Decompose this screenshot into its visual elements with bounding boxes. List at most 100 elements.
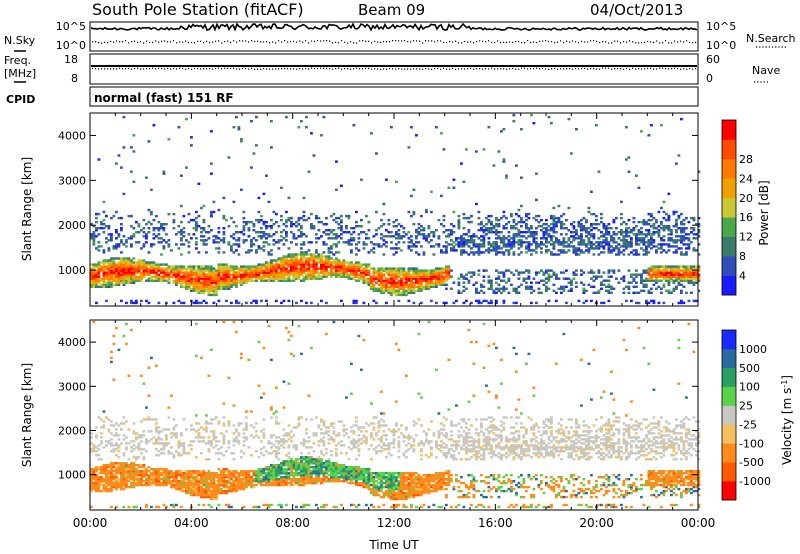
heatmap-cell bbox=[415, 273, 418, 276]
heatmap-cell bbox=[577, 241, 581, 244]
heatmap-cell bbox=[347, 261, 351, 264]
heatmap-cell bbox=[207, 287, 211, 291]
heatmap-cell bbox=[282, 275, 286, 278]
heatmap-cell bbox=[185, 271, 188, 274]
heatmap-cell bbox=[330, 269, 333, 272]
heatmap-cell bbox=[117, 275, 121, 278]
heatmap-cell bbox=[612, 218, 616, 222]
heatmap-cell bbox=[562, 245, 566, 248]
heatmap-cell bbox=[492, 245, 496, 248]
nave-point bbox=[257, 68, 259, 70]
heatmap-cell bbox=[215, 289, 218, 293]
heatmap-cell bbox=[302, 279, 306, 282]
heatmap-cell bbox=[375, 210, 378, 214]
heatmap-cell bbox=[630, 241, 633, 244]
heatmap-cell bbox=[227, 243, 231, 246]
heatmap-cell bbox=[147, 261, 151, 264]
heatmap-cell bbox=[207, 271, 211, 274]
heatmap-cell bbox=[667, 267, 671, 270]
heatmap-cell bbox=[180, 231, 183, 234]
heatmap-cell bbox=[477, 291, 481, 295]
nave-point bbox=[317, 68, 319, 70]
heatmap-cell bbox=[517, 239, 521, 242]
heatmap-cell bbox=[172, 454, 176, 457]
heatmap-cell bbox=[285, 231, 288, 234]
heatmap-cell bbox=[92, 241, 96, 244]
heatmap-cell bbox=[417, 275, 421, 278]
heatmap-cell bbox=[607, 285, 611, 289]
heatmap-cell bbox=[152, 271, 156, 274]
heatmap-cell bbox=[667, 239, 671, 242]
heatmap-cell bbox=[332, 271, 336, 274]
heatmap-cell bbox=[532, 241, 536, 244]
heatmap-cell bbox=[210, 269, 213, 272]
heatmap-cell bbox=[645, 271, 648, 274]
heatmap-cell bbox=[282, 279, 286, 282]
heatmap-cell bbox=[107, 440, 111, 443]
heatmap-cell bbox=[572, 235, 576, 238]
heatmap-cell bbox=[452, 178, 456, 181]
heatmap-cell bbox=[130, 279, 133, 282]
heatmap-cell bbox=[207, 267, 211, 270]
heatmap-cell bbox=[167, 212, 171, 216]
heatmap-cell bbox=[415, 279, 418, 282]
heatmap-cell bbox=[610, 291, 613, 295]
heatmap-cell bbox=[95, 470, 98, 473]
heatmap-cell bbox=[167, 265, 171, 268]
heatmap-cell bbox=[255, 249, 258, 252]
nsearch-point bbox=[434, 41, 436, 43]
nsearch-point bbox=[647, 40, 649, 43]
heatmap-cell bbox=[575, 233, 578, 236]
nsearch-point bbox=[203, 42, 205, 44]
heatmap-cell bbox=[340, 227, 343, 230]
heatmap-cell bbox=[207, 273, 211, 276]
heatmap-cell bbox=[677, 154, 681, 157]
heatmap-cell bbox=[135, 261, 138, 264]
heatmap-cell bbox=[250, 241, 253, 244]
heatmap-cell bbox=[587, 283, 591, 287]
heatmap-cell bbox=[167, 416, 171, 419]
heatmap-cell bbox=[125, 436, 128, 439]
heatmap-cell bbox=[177, 470, 181, 473]
heatmap-cell bbox=[482, 239, 486, 242]
heatmap-cell bbox=[92, 470, 96, 473]
heatmap-cell bbox=[140, 261, 143, 264]
heatmap-cell bbox=[182, 444, 186, 447]
heatmap-cell bbox=[570, 231, 573, 234]
heatmap-cell bbox=[100, 283, 103, 287]
heatmap-cell bbox=[675, 162, 678, 165]
heatmap-cell bbox=[370, 275, 373, 278]
heatmap-cell bbox=[250, 166, 253, 169]
heatmap-cell bbox=[580, 251, 583, 254]
heatmap-cell bbox=[155, 474, 158, 477]
heatmap-cell bbox=[165, 301, 168, 305]
heatmap-cell bbox=[620, 231, 623, 234]
heatmap-cell bbox=[267, 235, 271, 238]
heatmap-cell bbox=[252, 152, 256, 155]
heatmap-cell bbox=[337, 259, 341, 262]
heatmap-cell bbox=[530, 243, 533, 246]
nsearch-point bbox=[662, 42, 664, 44]
heatmap-cell bbox=[462, 281, 466, 284]
heatmap-cell bbox=[550, 253, 553, 256]
heatmap-cell bbox=[132, 485, 136, 489]
heatmap-cell bbox=[237, 253, 241, 256]
nave-point bbox=[608, 67, 610, 69]
heatmap-cell bbox=[92, 239, 96, 242]
heatmap-cell bbox=[410, 275, 413, 278]
heatmap-cell bbox=[645, 301, 648, 305]
heatmap-cell bbox=[332, 237, 336, 240]
heatmap-cell bbox=[127, 267, 131, 270]
heatmap-cell bbox=[560, 220, 563, 224]
heatmap-cell bbox=[662, 227, 666, 230]
heatmap-cell bbox=[292, 257, 296, 260]
heatmap-cell bbox=[95, 273, 98, 276]
heatmap-cell bbox=[185, 470, 188, 473]
heatmap-cell bbox=[367, 271, 371, 274]
heatmap-cell bbox=[495, 233, 498, 236]
heatmap-cell bbox=[182, 235, 186, 238]
heatmap-cell bbox=[182, 275, 186, 278]
heatmap-cell bbox=[182, 489, 186, 493]
heatmap-cell bbox=[222, 265, 226, 268]
nave-point bbox=[506, 68, 508, 70]
